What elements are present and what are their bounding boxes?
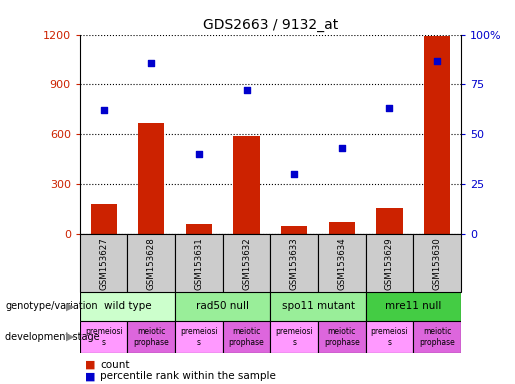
Point <box>147 60 156 66</box>
Bar <box>175 292 270 321</box>
Bar <box>128 234 175 292</box>
Text: ▶: ▶ <box>66 332 75 342</box>
Bar <box>376 209 403 234</box>
Point <box>243 88 251 94</box>
Bar <box>329 222 355 234</box>
Text: ■: ■ <box>85 360 95 370</box>
Text: premeiosi
s: premeiosi s <box>371 327 408 347</box>
Bar <box>413 321 461 353</box>
Text: GSM153628: GSM153628 <box>147 237 156 290</box>
Bar <box>138 123 164 234</box>
Point <box>433 58 441 64</box>
Bar <box>80 321 128 353</box>
Bar <box>186 224 212 234</box>
Point <box>338 145 346 151</box>
Bar <box>80 292 175 321</box>
Bar <box>222 321 270 353</box>
Bar <box>318 234 366 292</box>
Bar <box>318 321 366 353</box>
Bar <box>366 292 461 321</box>
Bar <box>233 136 260 234</box>
Text: spo11 mutant: spo11 mutant <box>282 301 354 311</box>
Text: meiotic
prophase: meiotic prophase <box>133 327 169 347</box>
Text: premeiosi
s: premeiosi s <box>180 327 218 347</box>
Bar <box>366 321 413 353</box>
Bar <box>270 234 318 292</box>
Bar <box>91 204 117 234</box>
Text: GSM153631: GSM153631 <box>195 237 203 290</box>
Bar <box>270 292 366 321</box>
Text: GSM153629: GSM153629 <box>385 237 394 290</box>
Bar <box>80 234 128 292</box>
Text: premeiosi
s: premeiosi s <box>85 327 123 347</box>
Text: development stage: development stage <box>5 332 100 342</box>
Text: meiotic
prophase: meiotic prophase <box>324 327 359 347</box>
Text: GSM153633: GSM153633 <box>290 237 299 290</box>
Text: genotype/variation: genotype/variation <box>5 301 98 311</box>
Text: count: count <box>100 360 130 370</box>
Bar <box>424 36 450 234</box>
Title: GDS2663 / 9132_at: GDS2663 / 9132_at <box>203 18 338 32</box>
Text: ▶: ▶ <box>66 301 75 311</box>
Text: meiotic
prophase: meiotic prophase <box>419 327 455 347</box>
Bar <box>270 321 318 353</box>
Point <box>385 105 393 111</box>
Text: GSM153630: GSM153630 <box>433 237 441 290</box>
Point <box>195 151 203 157</box>
Text: mre11 null: mre11 null <box>385 301 441 311</box>
Bar <box>128 321 175 353</box>
Bar <box>175 234 222 292</box>
Text: GSM153632: GSM153632 <box>242 237 251 290</box>
Text: percentile rank within the sample: percentile rank within the sample <box>100 371 277 381</box>
Text: GSM153627: GSM153627 <box>99 237 108 290</box>
Point <box>290 171 298 177</box>
Text: rad50 null: rad50 null <box>196 301 249 311</box>
Text: meiotic
prophase: meiotic prophase <box>229 327 264 347</box>
Bar <box>222 234 270 292</box>
Point <box>99 108 108 114</box>
Text: wild type: wild type <box>104 301 151 311</box>
Bar <box>366 234 413 292</box>
Bar <box>175 321 222 353</box>
Text: GSM153634: GSM153634 <box>337 237 346 290</box>
Text: ■: ■ <box>85 371 95 381</box>
Bar <box>281 226 307 234</box>
Text: premeiosi
s: premeiosi s <box>276 327 313 347</box>
Bar <box>413 234 461 292</box>
